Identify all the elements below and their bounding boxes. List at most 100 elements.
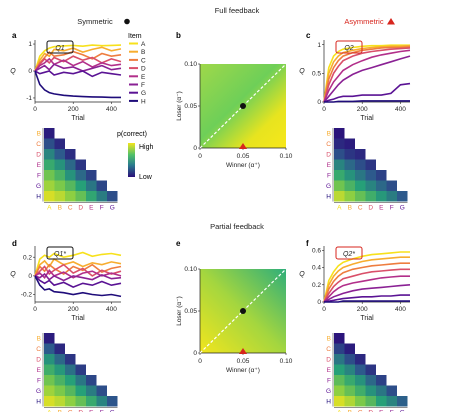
tri-cell xyxy=(65,375,76,386)
y-tick-label: 0 xyxy=(28,68,32,75)
series-line-d xyxy=(34,263,122,277)
tri-cell xyxy=(75,396,86,407)
row-label-g: G xyxy=(326,388,331,395)
x-axis-label: Winner (α⁺) xyxy=(226,367,260,374)
panel-f: 0 200 400 0 0.2 0.4 0.6 Trial Q Q2* xyxy=(299,246,411,322)
tri-cell xyxy=(334,180,345,191)
tri-cell xyxy=(365,385,376,396)
x-tick-label: 0.05 xyxy=(237,153,250,160)
row-label-g: G xyxy=(36,388,41,395)
tri-cell xyxy=(344,375,355,386)
tri-cell xyxy=(54,354,65,365)
col-label-e: E xyxy=(89,205,94,212)
row-label-d: D xyxy=(36,152,41,159)
x-tick-label: 200 xyxy=(68,306,79,313)
col-label-g: G xyxy=(400,410,405,412)
col-label-a: A xyxy=(47,410,52,412)
tri-cell xyxy=(44,128,55,139)
panel-letter-a: a xyxy=(12,31,17,40)
row-label-d: D xyxy=(326,152,331,159)
tri-cell xyxy=(365,364,376,375)
col-label-g: G xyxy=(110,410,115,412)
tri-cell xyxy=(344,138,355,149)
tri-cell xyxy=(355,396,366,407)
panel-letter-d: d xyxy=(12,239,17,248)
row-label-b: B xyxy=(327,131,331,138)
legend-label-b: B xyxy=(141,49,145,56)
col-label-d: D xyxy=(368,205,373,212)
col-label-d: D xyxy=(368,410,373,412)
tri-cell xyxy=(355,159,366,170)
tri-cell xyxy=(344,149,355,160)
col-label-a: A xyxy=(337,410,342,412)
tri-cell xyxy=(96,191,107,202)
tri-cell xyxy=(44,354,55,365)
tri-cell xyxy=(54,375,65,386)
tri-cell xyxy=(96,180,107,191)
tri-cell xyxy=(86,385,97,396)
col-label-g: G xyxy=(110,205,115,212)
y-tick-label: 0.2 xyxy=(23,254,32,261)
tri-cell xyxy=(355,364,366,375)
tri-cell xyxy=(65,159,76,170)
y-axis-label: Q xyxy=(10,68,16,75)
y-tick-label: 0.05 xyxy=(184,308,197,315)
tri-cell xyxy=(376,375,387,386)
x-tick-label: 0 xyxy=(33,306,37,313)
tri-cell xyxy=(344,396,355,407)
tri-cell xyxy=(107,191,118,202)
tri-cell xyxy=(397,191,408,202)
tri-cell xyxy=(355,170,366,181)
x-tick-label: 0 xyxy=(33,106,37,113)
tri-cell xyxy=(376,385,387,396)
row-label-h: H xyxy=(326,399,331,406)
tri-cell xyxy=(44,170,55,181)
tri-cell xyxy=(54,396,65,407)
colorbar-high: High xyxy=(139,144,154,151)
row-label-b: B xyxy=(37,131,41,138)
tri-cell xyxy=(86,191,97,202)
tri-cell xyxy=(44,364,55,375)
symmetric-point xyxy=(240,308,246,314)
series-line-b xyxy=(323,44,411,103)
row-label-e: E xyxy=(327,162,332,169)
tri-cell xyxy=(344,354,355,365)
x-tick-label: 0 xyxy=(322,306,326,313)
x-tick-label: 0.10 xyxy=(280,358,293,365)
x-tick-label: 0 xyxy=(198,153,202,160)
series-line-b xyxy=(323,256,410,303)
series-line-h xyxy=(324,100,410,103)
tri-cell xyxy=(365,180,376,191)
x-tick-label: 400 xyxy=(395,106,406,113)
tri-cell xyxy=(334,138,345,149)
y-axis-label: Loser (α⁻) xyxy=(176,296,183,326)
series-line-h xyxy=(324,300,410,303)
series-line-d xyxy=(323,47,411,103)
q-box xyxy=(46,40,74,54)
tri-cell xyxy=(86,180,97,191)
series-line-e xyxy=(323,275,410,303)
tri-cell xyxy=(355,149,366,160)
series-line-f xyxy=(323,55,411,103)
legend-label-a: A xyxy=(141,41,146,48)
tri-cell xyxy=(386,191,397,202)
tri-cell xyxy=(65,149,76,160)
x-axis-label: Trial xyxy=(71,315,85,322)
col-label-f: F xyxy=(100,410,104,412)
series-line-f xyxy=(34,63,122,72)
panel-letter-e: e xyxy=(176,239,181,248)
col-label-e: E xyxy=(379,205,384,212)
tri-cell xyxy=(75,385,86,396)
tri-cell xyxy=(65,354,76,365)
col-label-c: C xyxy=(358,205,363,212)
col-label-c: C xyxy=(68,410,73,412)
tri-cell xyxy=(54,149,65,160)
row-label-f: F xyxy=(327,378,331,385)
asymmetric-point xyxy=(239,348,247,354)
asymmetric-point xyxy=(239,143,247,149)
symmetric-marker xyxy=(124,18,130,25)
tri-cell xyxy=(44,333,55,344)
col-label-g: G xyxy=(400,205,405,212)
x-axis-label: Trial xyxy=(360,315,374,322)
